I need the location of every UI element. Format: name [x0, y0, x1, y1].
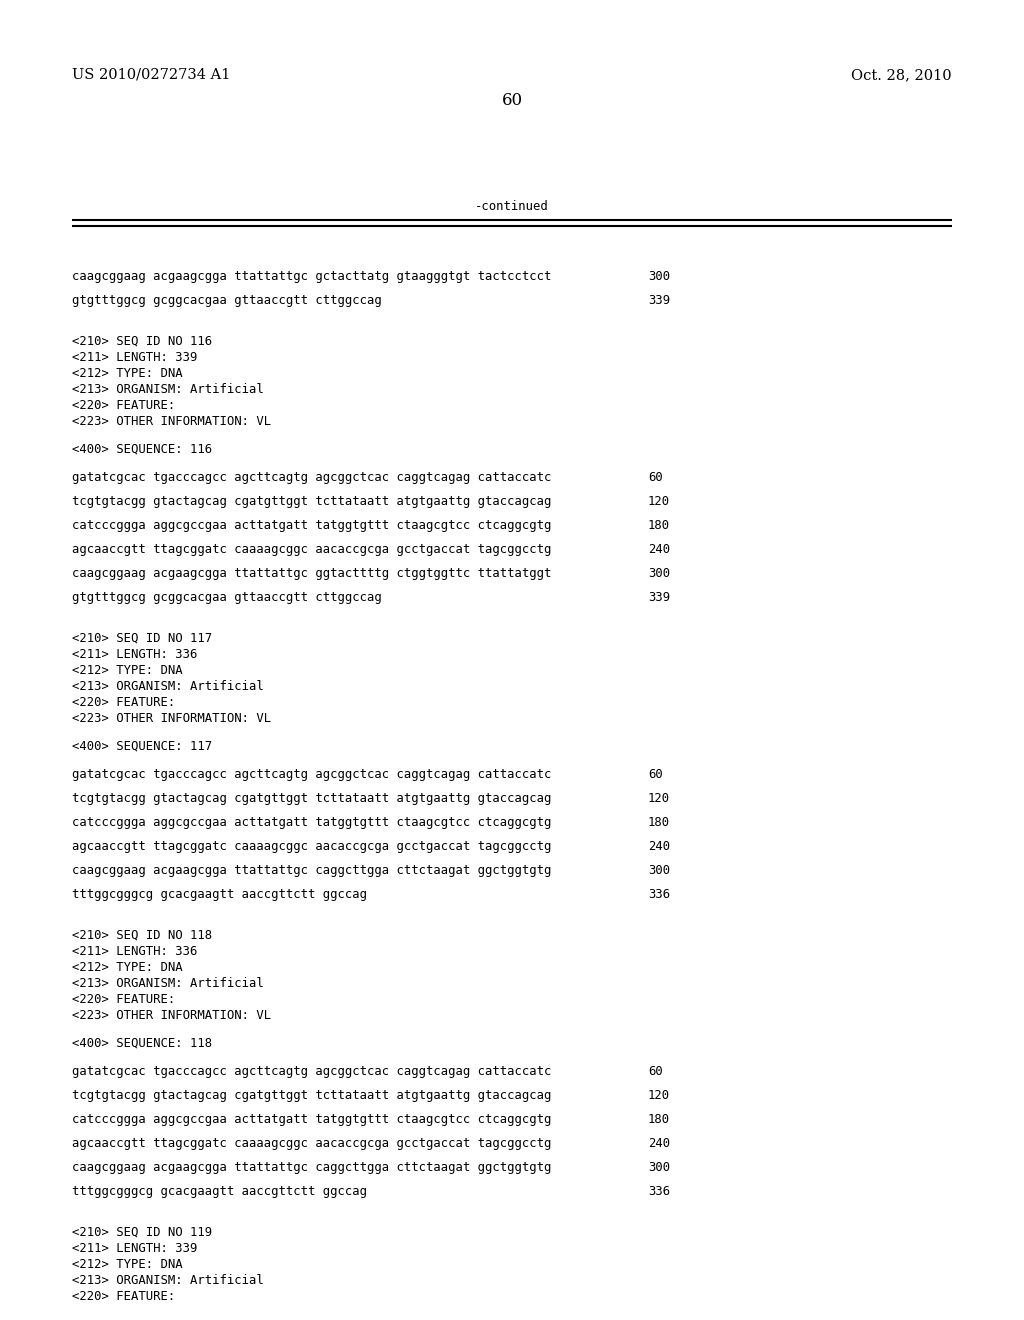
Text: caagcggaag acgaagcgga ttattattgc gctacttatg gtaagggtgt tactcctcct: caagcggaag acgaagcgga ttattattgc gctactt… — [72, 271, 551, 282]
Text: -continued: -continued — [475, 201, 549, 213]
Text: 120: 120 — [648, 495, 670, 508]
Text: tcgtgtacgg gtactagcag cgatgttggt tcttataatt atgtgaattg gtaccagcag: tcgtgtacgg gtactagcag cgatgttggt tcttata… — [72, 1089, 551, 1102]
Text: agcaaccgtt ttagcggatc caaaagcggc aacaccgcga gcctgaccat tagcggcctg: agcaaccgtt ttagcggatc caaaagcggc aacaccg… — [72, 840, 551, 853]
Text: <400> SEQUENCE: 116: <400> SEQUENCE: 116 — [72, 444, 212, 455]
Text: 180: 180 — [648, 1113, 670, 1126]
Text: 300: 300 — [648, 568, 670, 579]
Text: <223> OTHER INFORMATION: VL: <223> OTHER INFORMATION: VL — [72, 711, 271, 725]
Text: 300: 300 — [648, 271, 670, 282]
Text: <211> LENGTH: 339: <211> LENGTH: 339 — [72, 1242, 198, 1255]
Text: catcccggga aggcgccgaa acttatgatt tatggtgttt ctaagcgtcc ctcaggcgtg: catcccggga aggcgccgaa acttatgatt tatggtg… — [72, 1113, 551, 1126]
Text: 336: 336 — [648, 1185, 670, 1199]
Text: <213> ORGANISM: Artificial: <213> ORGANISM: Artificial — [72, 977, 264, 990]
Text: 60: 60 — [648, 1065, 663, 1078]
Text: <213> ORGANISM: Artificial: <213> ORGANISM: Artificial — [72, 1274, 264, 1287]
Text: <220> FEATURE:: <220> FEATURE: — [72, 399, 175, 412]
Text: 180: 180 — [648, 816, 670, 829]
Text: Oct. 28, 2010: Oct. 28, 2010 — [851, 69, 952, 82]
Text: <220> FEATURE:: <220> FEATURE: — [72, 1290, 175, 1303]
Text: 60: 60 — [648, 471, 663, 484]
Text: <213> ORGANISM: Artificial: <213> ORGANISM: Artificial — [72, 383, 264, 396]
Text: <213> ORGANISM: Artificial: <213> ORGANISM: Artificial — [72, 680, 264, 693]
Text: tttggcgggcg gcacgaagtt aaccgttctt ggccag: tttggcgggcg gcacgaagtt aaccgttctt ggccag — [72, 888, 367, 902]
Text: <212> TYPE: DNA: <212> TYPE: DNA — [72, 367, 182, 380]
Text: 339: 339 — [648, 294, 670, 308]
Text: <210> SEQ ID NO 118: <210> SEQ ID NO 118 — [72, 929, 212, 942]
Text: <211> LENGTH: 336: <211> LENGTH: 336 — [72, 648, 198, 661]
Text: gtgtttggcg gcggcacgaa gttaaccgtt cttggccag: gtgtttggcg gcggcacgaa gttaaccgtt cttggcc… — [72, 591, 382, 605]
Text: tcgtgtacgg gtactagcag cgatgttggt tcttataatt atgtgaattg gtaccagcag: tcgtgtacgg gtactagcag cgatgttggt tcttata… — [72, 792, 551, 805]
Text: <210> SEQ ID NO 119: <210> SEQ ID NO 119 — [72, 1226, 212, 1239]
Text: 60: 60 — [648, 768, 663, 781]
Text: 339: 339 — [648, 591, 670, 605]
Text: <220> FEATURE:: <220> FEATURE: — [72, 696, 175, 709]
Text: agcaaccgtt ttagcggatc caaaagcggc aacaccgcga gcctgaccat tagcggcctg: agcaaccgtt ttagcggatc caaaagcggc aacaccg… — [72, 1137, 551, 1150]
Text: 180: 180 — [648, 519, 670, 532]
Text: 120: 120 — [648, 792, 670, 805]
Text: 240: 240 — [648, 1137, 670, 1150]
Text: <212> TYPE: DNA: <212> TYPE: DNA — [72, 1258, 182, 1271]
Text: <211> LENGTH: 336: <211> LENGTH: 336 — [72, 945, 198, 958]
Text: <212> TYPE: DNA: <212> TYPE: DNA — [72, 664, 182, 677]
Text: <220> FEATURE:: <220> FEATURE: — [72, 993, 175, 1006]
Text: gtgtttggcg gcggcacgaa gttaaccgtt cttggccag: gtgtttggcg gcggcacgaa gttaaccgtt cttggcc… — [72, 294, 382, 308]
Text: <400> SEQUENCE: 117: <400> SEQUENCE: 117 — [72, 741, 212, 752]
Text: <210> SEQ ID NO 117: <210> SEQ ID NO 117 — [72, 632, 212, 645]
Text: caagcggaag acgaagcgga ttattattgc ggtacttttg ctggtggttc ttattatggt: caagcggaag acgaagcgga ttattattgc ggtactt… — [72, 568, 551, 579]
Text: agcaaccgtt ttagcggatc caaaagcggc aacaccgcga gcctgaccat tagcggcctg: agcaaccgtt ttagcggatc caaaagcggc aacaccg… — [72, 543, 551, 556]
Text: <400> SEQUENCE: 118: <400> SEQUENCE: 118 — [72, 1038, 212, 1049]
Text: caagcggaag acgaagcgga ttattattgc caggcttgga cttctaagat ggctggtgtg: caagcggaag acgaagcgga ttattattgc caggctt… — [72, 865, 551, 876]
Text: 300: 300 — [648, 1162, 670, 1173]
Text: 60: 60 — [502, 92, 522, 110]
Text: caagcggaag acgaagcgga ttattattgc caggcttgga cttctaagat ggctggtgtg: caagcggaag acgaagcgga ttattattgc caggctt… — [72, 1162, 551, 1173]
Text: gatatcgcac tgacccagcc agcttcagtg agcggctcac caggtcagag cattaccatc: gatatcgcac tgacccagcc agcttcagtg agcggct… — [72, 471, 551, 484]
Text: 240: 240 — [648, 543, 670, 556]
Text: tttggcgggcg gcacgaagtt aaccgttctt ggccag: tttggcgggcg gcacgaagtt aaccgttctt ggccag — [72, 1185, 367, 1199]
Text: <212> TYPE: DNA: <212> TYPE: DNA — [72, 961, 182, 974]
Text: <211> LENGTH: 339: <211> LENGTH: 339 — [72, 351, 198, 364]
Text: gatatcgcac tgacccagcc agcttcagtg agcggctcac caggtcagag cattaccatc: gatatcgcac tgacccagcc agcttcagtg agcggct… — [72, 768, 551, 781]
Text: US 2010/0272734 A1: US 2010/0272734 A1 — [72, 69, 230, 82]
Text: gatatcgcac tgacccagcc agcttcagtg agcggctcac caggtcagag cattaccatc: gatatcgcac tgacccagcc agcttcagtg agcggct… — [72, 1065, 551, 1078]
Text: 120: 120 — [648, 1089, 670, 1102]
Text: 336: 336 — [648, 888, 670, 902]
Text: <210> SEQ ID NO 116: <210> SEQ ID NO 116 — [72, 335, 212, 348]
Text: tcgtgtacgg gtactagcag cgatgttggt tcttataatt atgtgaattg gtaccagcag: tcgtgtacgg gtactagcag cgatgttggt tcttata… — [72, 495, 551, 508]
Text: <223> OTHER INFORMATION: VL: <223> OTHER INFORMATION: VL — [72, 1008, 271, 1022]
Text: 240: 240 — [648, 840, 670, 853]
Text: 300: 300 — [648, 865, 670, 876]
Text: <223> OTHER INFORMATION: VL: <223> OTHER INFORMATION: VL — [72, 414, 271, 428]
Text: catcccggga aggcgccgaa acttatgatt tatggtgttt ctaagcgtcc ctcaggcgtg: catcccggga aggcgccgaa acttatgatt tatggtg… — [72, 816, 551, 829]
Text: catcccggga aggcgccgaa acttatgatt tatggtgttt ctaagcgtcc ctcaggcgtg: catcccggga aggcgccgaa acttatgatt tatggtg… — [72, 519, 551, 532]
